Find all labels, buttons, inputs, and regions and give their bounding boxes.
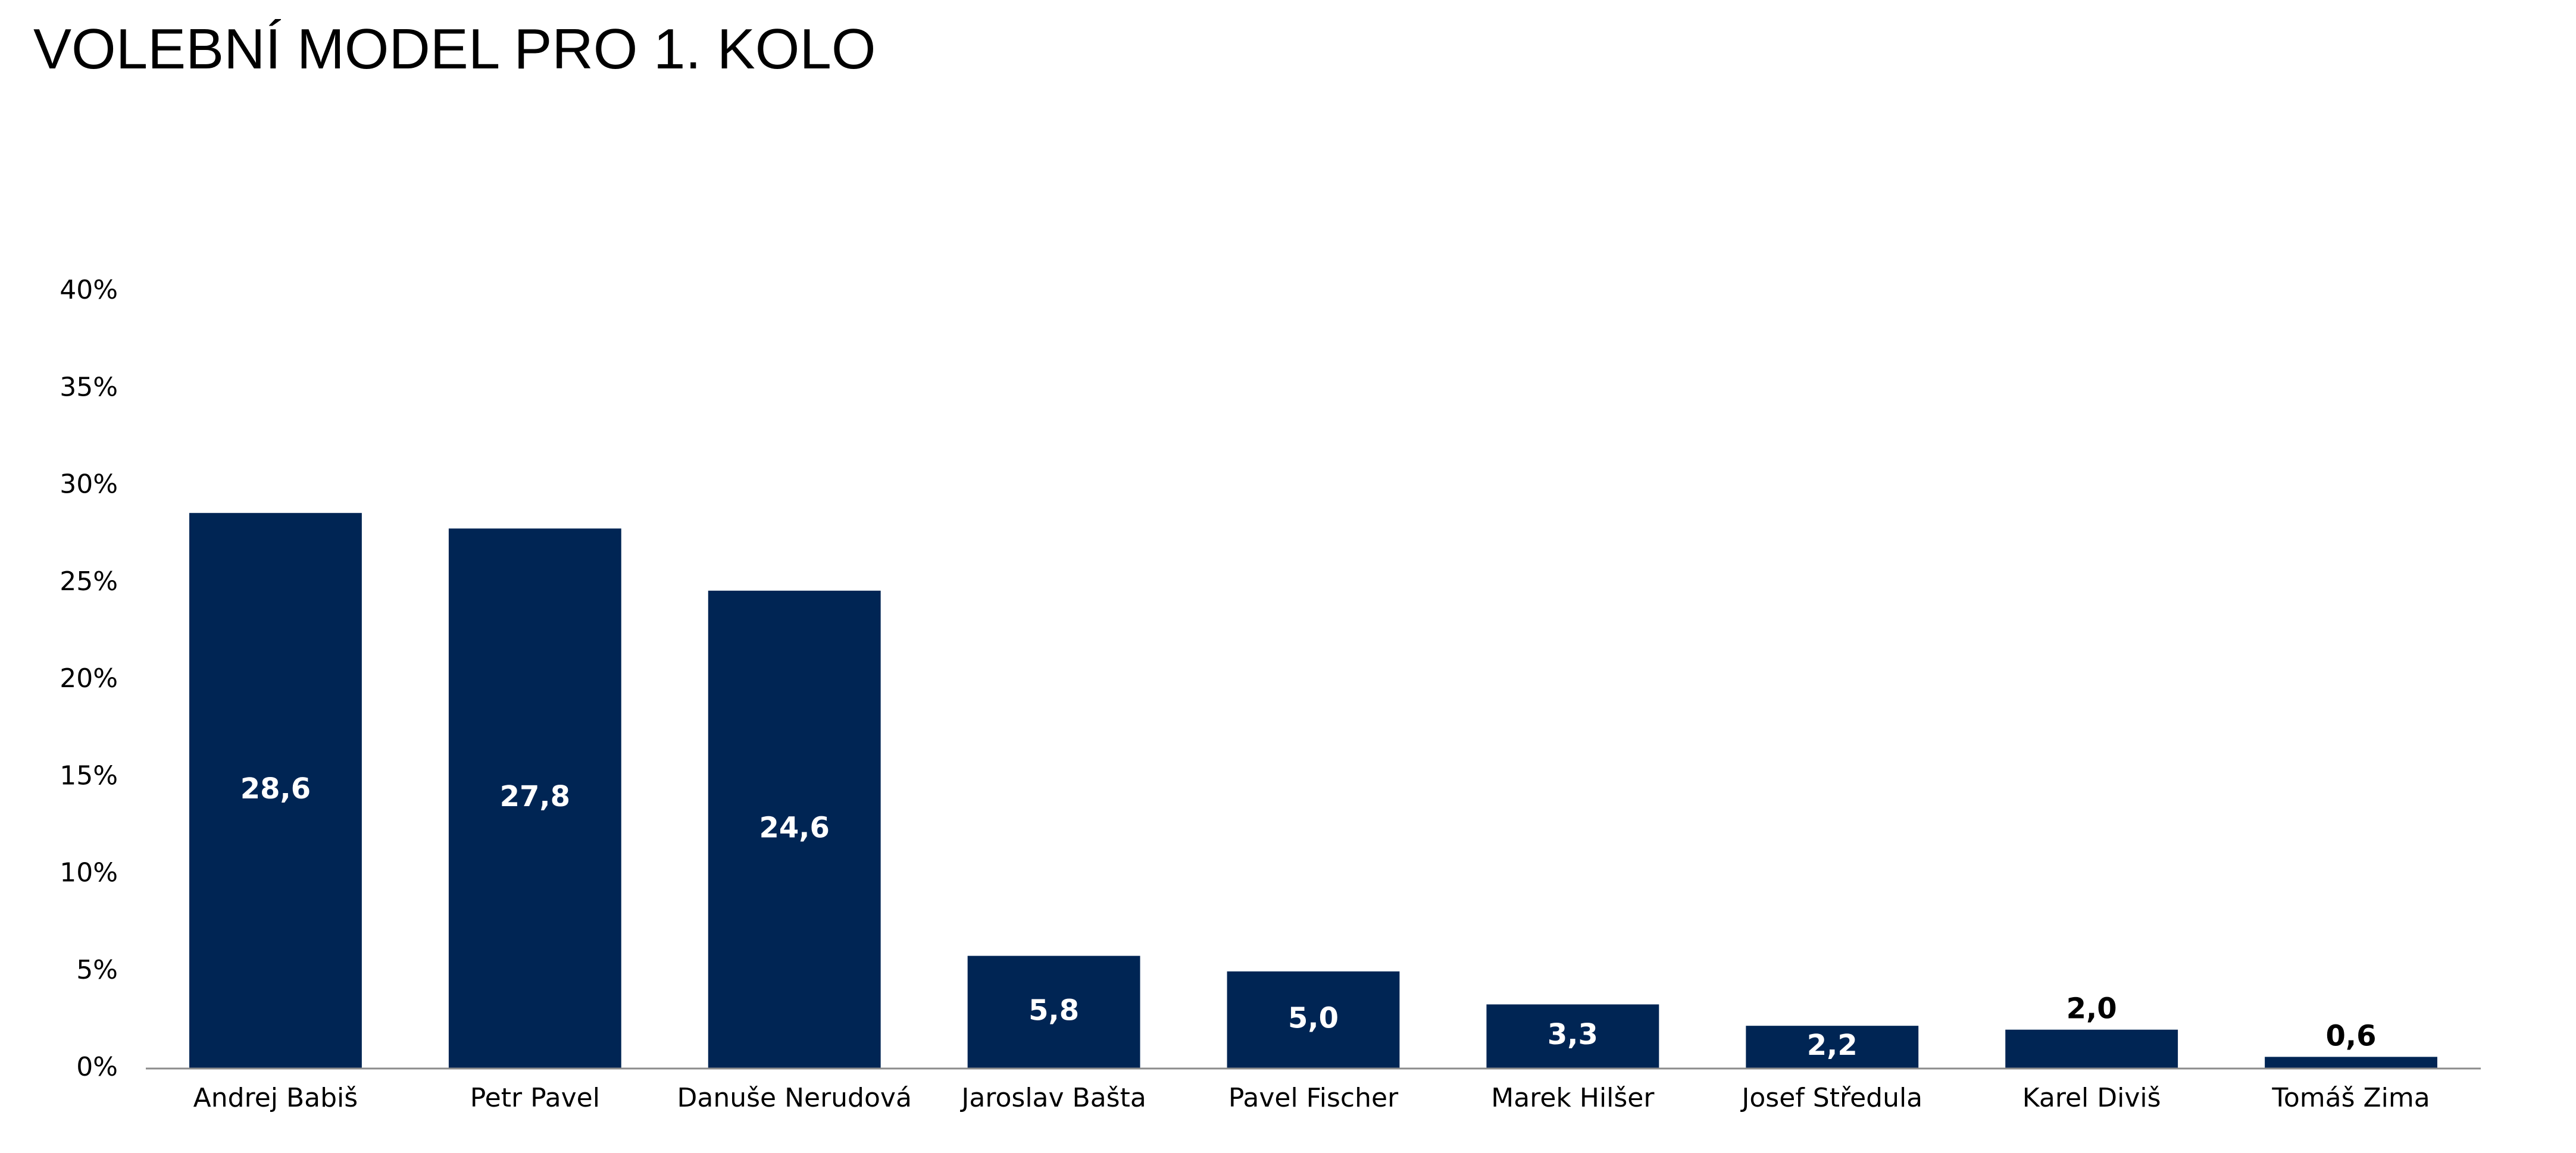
x-category-label: Tomáš Zima [2271, 1083, 2430, 1113]
bar [708, 590, 881, 1069]
x-category-label: Andrej Babiš [193, 1083, 358, 1113]
x-category-label: Karel Diviš [2022, 1083, 2161, 1113]
data-label: 27,8 [500, 780, 570, 813]
data-label: 0,6 [2326, 1019, 2377, 1052]
x-category-label: Marek Hilšer [1491, 1083, 1655, 1113]
y-tick-label: 30% [60, 469, 118, 500]
bar [448, 528, 621, 1069]
y-tick-label: 20% [60, 663, 118, 694]
x-category-label: Danuše Nerudová [677, 1083, 912, 1113]
x-category-label: Jaroslav Bašta [959, 1083, 1146, 1113]
y-tick-label: 40% [60, 275, 118, 305]
y-tick-label: 0% [76, 1052, 118, 1082]
bar [1227, 971, 1400, 1069]
data-label: 2,2 [1807, 1029, 1858, 1062]
data-label: 28,6 [240, 772, 311, 806]
data-label: 5,8 [1028, 994, 1079, 1027]
bar [1486, 1004, 1659, 1069]
bar [2265, 1057, 2437, 1069]
bar [967, 955, 1140, 1069]
x-category-label: Josef Středula [1740, 1083, 1922, 1113]
x-category-label: Petr Pavel [470, 1083, 600, 1113]
data-label: 24,6 [759, 811, 830, 844]
bar [189, 513, 362, 1069]
y-tick-label: 25% [60, 566, 118, 597]
data-label: 3,3 [1548, 1018, 1598, 1051]
data-label: 2,0 [2067, 992, 2117, 1026]
y-tick-label: 15% [60, 760, 118, 791]
bar [2005, 1029, 2178, 1069]
data-label: 5,0 [1288, 1001, 1339, 1035]
y-tick-label: 35% [60, 372, 118, 402]
chart-title: VOLEBNÍ MODEL PRO 1. KOLO [33, 17, 876, 81]
x-category-label: Pavel Fischer [1228, 1083, 1399, 1113]
bar [1746, 1026, 1919, 1069]
y-tick-label: 10% [60, 858, 118, 888]
y-tick-label: 5% [76, 955, 118, 985]
